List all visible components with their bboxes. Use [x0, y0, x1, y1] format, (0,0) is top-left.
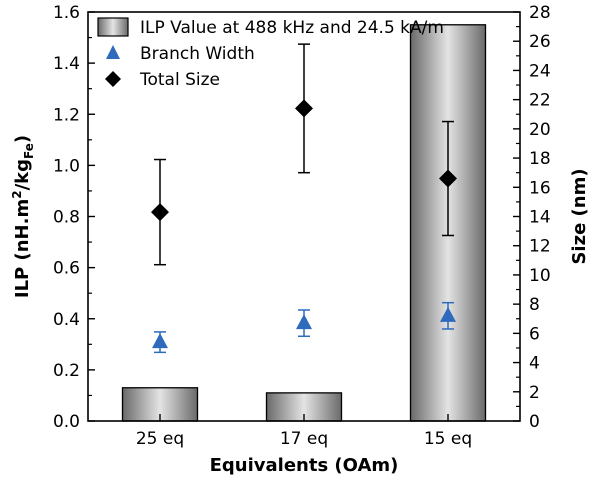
x-tick-label: 15 eq — [424, 429, 472, 449]
left-y-tick-label: 1.0 — [53, 156, 80, 176]
legend-bar-swatch — [97, 17, 129, 37]
left-y-tick-label: 0.2 — [53, 361, 80, 381]
legend-label: Total Size — [139, 70, 220, 90]
x-axis-title: Equivalents (OAm) — [210, 455, 399, 476]
legend-label: Branch Width — [140, 44, 255, 64]
total-size-point — [295, 99, 313, 118]
legend-triangle-marker — [106, 45, 120, 59]
left-y-tick-label: 0.4 — [53, 310, 80, 330]
left-y-tick-label: 0.0 — [53, 412, 80, 432]
legend-item: ILP Value at 488 kHz and 24.5 kA/m — [97, 17, 444, 38]
right-y-tick-label: 22 — [529, 91, 551, 111]
right-y-tick-label: 14 — [529, 208, 551, 228]
x-axis: 25 eq 17 eq 15 eq — [136, 414, 472, 449]
left-y-tick-label: 1.4 — [53, 54, 80, 74]
left-y-title-main: ILP (nH.m — [12, 199, 33, 298]
x-tick-label: 17 eq — [280, 429, 328, 449]
right-y-tick-label: 10 — [529, 266, 551, 286]
branch-width-point — [152, 333, 168, 349]
right-y-axis-title: Size (nm) — [569, 168, 590, 264]
left-y-tick-label: 0.8 — [53, 208, 80, 228]
legend-diamond-marker — [105, 71, 121, 87]
left-y-title-sup: 2 — [10, 190, 24, 198]
right-y-tick-label: 2 — [529, 383, 540, 403]
total-size-point — [439, 169, 457, 188]
right-y-tick-label: 0 — [529, 412, 540, 432]
branch-width-point — [440, 306, 456, 322]
left-y-title-mid: /kg — [12, 159, 33, 190]
right-y-tick-label: 12 — [529, 237, 551, 257]
legend-item: Branch Width — [106, 44, 255, 64]
left-y-tick-label: 0.6 — [53, 259, 80, 279]
left-y-axis-title: ILP (nH.m2/kgFe) — [10, 135, 36, 298]
right-y-tick-label: 28 — [529, 3, 551, 23]
total-size-point — [151, 203, 169, 222]
right-y-tick-label: 26 — [529, 32, 551, 52]
x-tick-label: 25 eq — [136, 429, 184, 449]
left-y-title-sub: Fe — [22, 143, 36, 159]
legend-item: Total Size — [105, 70, 220, 90]
right-y-tick-label: 6 — [529, 324, 540, 344]
right-y-tick-label: 16 — [529, 178, 551, 198]
left-y-axis: 0.0 0.2 0.4 0.6 0.8 1.0 1.2 1.4 1.6 — [53, 3, 95, 432]
points-layer — [151, 43, 457, 354]
legend-label: ILP Value at 488 kHz and 24.5 kA/m — [140, 18, 444, 38]
left-y-tick-label: 1.2 — [53, 105, 80, 125]
left-y-title-end: ) — [12, 135, 33, 143]
branch-width-point — [296, 314, 312, 330]
left-y-tick-label: 1.6 — [53, 3, 80, 23]
right-y-tick-label: 20 — [529, 120, 551, 140]
right-y-tick-label: 4 — [529, 354, 540, 374]
right-y-tick-label: 18 — [529, 149, 551, 169]
legend: ILP Value at 488 kHz and 24.5 kA/m Branch… — [97, 17, 444, 90]
right-y-tick-label: 8 — [529, 295, 540, 315]
right-y-tick-label: 24 — [529, 61, 551, 81]
